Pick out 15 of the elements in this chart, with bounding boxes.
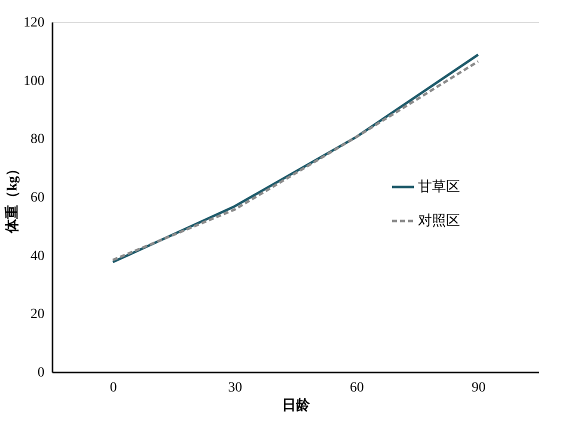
y-tick-label: 80 [30, 132, 44, 148]
x-tick-label: 90 [472, 380, 486, 396]
x-tick-label: 60 [350, 380, 364, 396]
x-axis-title: 日龄 [282, 398, 311, 414]
x-tick-label: 30 [228, 380, 242, 396]
y-tick-label: 20 [30, 307, 44, 322]
x-tick-label: 0 [110, 380, 117, 396]
y-tick-label: 60 [30, 190, 44, 206]
legend-label: 对照区 [418, 213, 460, 229]
legend-label: 甘草区 [418, 179, 460, 195]
y-tick-label: 40 [30, 248, 44, 264]
y-axis-title: 体重（kg） [4, 162, 20, 234]
y-tick-label: 120 [24, 16, 44, 30]
y-tick-label: 0 [38, 366, 44, 380]
y-tick-label: 100 [24, 74, 44, 89]
